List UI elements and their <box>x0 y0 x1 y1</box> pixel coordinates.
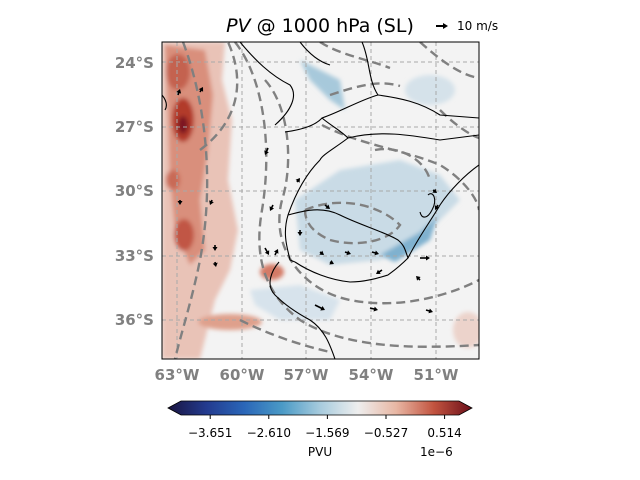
wind-vectors <box>176 87 440 314</box>
contour-8 <box>419 42 479 80</box>
lon-tick-labels: 63°W 60°W 57°W 54°W 51°W <box>155 366 459 384</box>
contour-7 <box>319 42 391 70</box>
wind-arrow-head <box>325 204 330 209</box>
contour-6 <box>374 147 432 181</box>
coast-lagoon-east <box>419 193 436 218</box>
contour-12 <box>439 109 479 140</box>
border-brazil-uruguay <box>287 209 409 259</box>
pv-max-northwest <box>166 54 190 90</box>
lon-label-51w: 51°W <box>414 366 459 384</box>
border-brazil-paraguay <box>284 42 379 133</box>
map-frame <box>161 41 480 360</box>
wind-arrow-head <box>198 87 204 92</box>
pv-max-lower-west <box>166 170 180 190</box>
wind-arrow-head <box>297 232 303 236</box>
wind-arrow-head <box>426 255 430 261</box>
pv-max-north-core <box>178 116 188 134</box>
wind-arrow-head <box>373 306 378 312</box>
border-brazil-inland <box>299 42 331 66</box>
lon-label-60w: 60°W <box>220 366 265 384</box>
pv-negative-coast <box>380 215 438 262</box>
lat-label-30s: 30°S <box>115 182 154 200</box>
title-variable: PV <box>226 15 252 37</box>
coast-brazil-south <box>387 164 479 276</box>
pv-max-east-edge <box>453 312 479 348</box>
wind-arrow-head <box>269 206 275 211</box>
colorbar-label: PVU <box>308 445 332 459</box>
contour-11 <box>199 42 239 151</box>
wind-arrow-head <box>432 188 437 193</box>
quiver-key-arrowhead <box>443 23 448 29</box>
lat-label-27s: 27°S <box>115 118 154 136</box>
wind-arrow-head <box>264 250 270 255</box>
wind-arrow-head <box>176 89 182 94</box>
wind-arrow-head <box>376 269 381 274</box>
pv-max-center-west <box>174 219 194 251</box>
wind-arrow-head <box>212 262 218 267</box>
wind-arrow-head <box>428 308 433 314</box>
colorbar-body <box>167 400 473 416</box>
colorbar-tick-label: −0.527 <box>364 426 408 440</box>
quiver-key: 10 m/s <box>436 19 498 33</box>
colorbar-ticks: −3.651 −2.610 −1.569 −0.527 0.514 <box>188 415 462 440</box>
wind-arrow-head <box>416 276 421 281</box>
wind-arrow-head <box>212 247 218 251</box>
wind-arrow-head <box>209 200 214 205</box>
contour-9 <box>329 82 401 97</box>
wind-arrow-head <box>177 201 183 205</box>
wind-arrow-head <box>264 150 269 155</box>
border-brazil-states-north <box>377 94 479 119</box>
border-brazil-states <box>347 133 479 141</box>
wind-arrow-head <box>374 250 379 256</box>
wind-arrow-head <box>320 305 325 311</box>
wind-arrow-head <box>329 259 334 265</box>
lat-label-36s: 36°S <box>115 311 154 329</box>
pv-negative-northeast <box>300 60 345 110</box>
quiver-key-label: 10 m/s <box>457 19 498 33</box>
pv-field <box>162 42 479 359</box>
lon-label-63w: 63°W <box>155 366 200 384</box>
pv-negative-north <box>405 75 455 105</box>
wind-arrow-head <box>273 249 279 254</box>
lon-label-54w: 54°W <box>349 366 394 384</box>
wind-arrow-head <box>434 205 440 210</box>
coast-uruguay <box>294 261 389 283</box>
contour-10 <box>239 318 331 354</box>
colorbar-tick-label: 0.514 <box>427 426 461 440</box>
border-argentina-chile <box>162 94 167 111</box>
chart-title: PV @ 1000 hPa (SL) <box>226 15 414 37</box>
wind-arrow-head <box>319 250 324 255</box>
coastlines-borders <box>162 42 479 359</box>
colorbar-tick-label: −2.610 <box>247 426 291 440</box>
wind-arrow-head <box>346 250 351 256</box>
lat-label-33s: 33°S <box>115 247 154 265</box>
contour-2 <box>234 42 479 348</box>
colorbar-tick-label: −3.651 <box>188 426 232 440</box>
map-panel <box>162 42 479 359</box>
title-level: @ 1000 hPa (SL) <box>251 15 414 37</box>
colorbar-tick-label: −1.569 <box>305 426 349 440</box>
lat-label-24s: 24°S <box>115 54 154 72</box>
colorbar-scale: 1e−6 <box>420 445 453 459</box>
border-paraguay-argentina <box>239 42 294 126</box>
wind-arrow-shaft <box>314 304 323 310</box>
pv-max-south <box>198 314 262 330</box>
wind-arrow-head <box>295 178 300 183</box>
contour-5 <box>303 201 402 245</box>
pv-negative-south <box>250 285 340 320</box>
lat-tick-labels: 24°S 27°S 30°S 33°S 36°S <box>115 54 154 329</box>
lon-label-57w: 57°W <box>284 366 329 384</box>
coast-argentina <box>269 261 336 359</box>
colorbar: −3.651 −2.610 −1.569 −0.527 0.514 PVU 1e−6 <box>167 400 473 459</box>
lat-lon-grid <box>162 42 479 359</box>
